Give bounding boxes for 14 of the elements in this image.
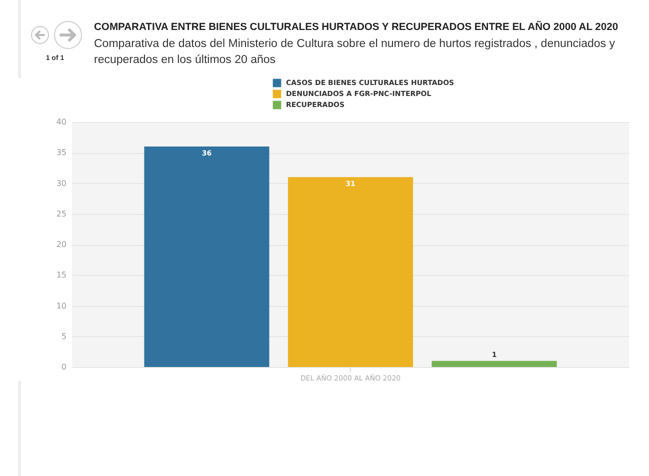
y-tick-label: 35: [56, 148, 66, 158]
y-tick-label: 30: [56, 178, 66, 188]
y-tick-label: 25: [56, 209, 66, 218]
bar: [144, 146, 270, 367]
y-tick-label: 20: [56, 240, 66, 249]
y-tick-label: 10: [56, 301, 66, 310]
bar: [432, 360, 557, 367]
bar: [288, 177, 414, 367]
chart-subtitle: Comparativa de datos del Ministerio de Cultura sobre el numero de hurtos registrados , denunciados y recuperados en los últimos 20 años: [94, 37, 616, 68]
chart-title: COMPARATIVA ENTRE BIENES CULTURALES HURTADOS Y RECUPERADOS ENTRE EL AÑO 2000 AL 2020: [94, 22, 620, 33]
y-tick-label: 40: [56, 118, 66, 126]
y-tick-label: 5: [61, 332, 66, 341]
y-tick-label: 0: [61, 362, 66, 372]
y-tick-label: 15: [56, 270, 66, 280]
